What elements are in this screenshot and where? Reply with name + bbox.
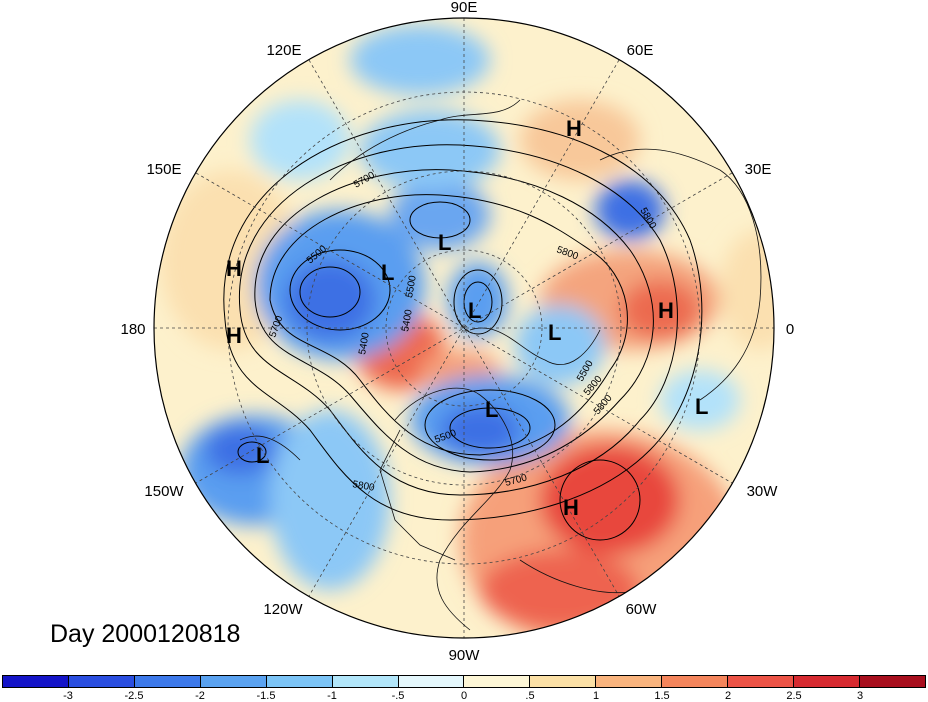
coastlines <box>239 99 762 631</box>
colorbar-tick-label: 1.5 <box>654 690 670 702</box>
colorbar-box <box>3 676 69 687</box>
colorbar-box <box>398 676 465 687</box>
high-pressure-label: H <box>226 256 242 281</box>
colorbar-box <box>859 676 925 687</box>
colorbar-tick-label: -2 <box>195 690 205 702</box>
lon-label-90w: 90W <box>449 647 481 664</box>
lon-label-180: 180 <box>120 321 145 338</box>
colorbar-tick-label: -2.5 <box>124 690 144 702</box>
lon-label-30e: 30E <box>745 161 772 178</box>
lon-label-60e: 60E <box>627 42 654 59</box>
pressure-centers: H H H H H L L L L L L L <box>226 116 708 520</box>
colorbar-box <box>662 676 729 687</box>
high-pressure-label: H <box>226 323 242 348</box>
low-pressure-label: L <box>468 298 481 323</box>
colorbar-tick-label: .5 <box>525 690 535 702</box>
colorbar-box <box>464 676 531 687</box>
lon-label-150e: 150E <box>146 161 181 178</box>
lon-label-0: 0 <box>786 321 794 338</box>
colorbar-box <box>68 676 135 687</box>
high-pressure-label: H <box>566 116 582 141</box>
lon-label-120e: 120E <box>266 42 301 59</box>
colorbar-tick-label: 1 <box>592 690 600 702</box>
low-pressure-label: L <box>548 320 561 345</box>
height-contours <box>223 119 703 541</box>
colorbar-box <box>332 676 399 687</box>
low-pressure-label: L <box>256 443 269 468</box>
colorbar-tick-label: -.5 <box>391 690 405 702</box>
low-pressure-label: L <box>381 260 394 285</box>
graticule <box>154 18 774 638</box>
high-pressure-label: H <box>658 298 674 323</box>
lon-label-30w: 30W <box>747 483 779 500</box>
lon-label-60w: 60W <box>626 601 658 618</box>
colorbar-tick-label: 0 <box>460 690 468 702</box>
low-pressure-label: L <box>485 397 498 422</box>
colorbar: -3 -2.5 -2 -1.5 -1 -.5 0 .5 1 1.5 2 2.5 3 <box>0 675 928 702</box>
colorbar-box <box>728 676 795 687</box>
contour-label: 5400 <box>357 331 372 355</box>
contour-label: 5500 <box>404 274 419 298</box>
high-pressure-label: H <box>563 495 579 520</box>
colorbar-tick-label: -3 <box>63 690 73 702</box>
colorbar-boxes <box>2 675 926 688</box>
low-pressure-label: L <box>695 394 708 419</box>
lon-label-120w: 120W <box>263 601 303 618</box>
contour-label: 5400 <box>400 308 415 332</box>
colorbar-box <box>794 676 860 687</box>
contour-label: 5800 <box>351 479 375 494</box>
lon-label-90e: 90E <box>451 0 478 16</box>
colorbar-box <box>596 676 663 687</box>
anomaly-shading <box>154 18 774 638</box>
colorbar-box <box>530 676 597 687</box>
day-label: Day 2000120818 <box>50 620 241 648</box>
colorbar-box <box>200 676 267 687</box>
lon-label-150w: 150W <box>144 483 184 500</box>
colorbar-box <box>266 676 333 687</box>
colorbar-tick-label: 3 <box>856 690 864 702</box>
colorbar-tick-label: -1 <box>327 690 337 702</box>
colorbar-box <box>134 676 201 687</box>
longitude-labels: 90E 60E 30E 0 30W 60W 90W 120W 150W 180 … <box>120 0 794 664</box>
colorbar-tick-label: 2.5 <box>786 690 802 702</box>
low-pressure-label: L <box>438 230 451 255</box>
colorbar-tick-label: -1.5 <box>256 690 276 702</box>
colorbar-tick-label: 2 <box>724 690 732 702</box>
